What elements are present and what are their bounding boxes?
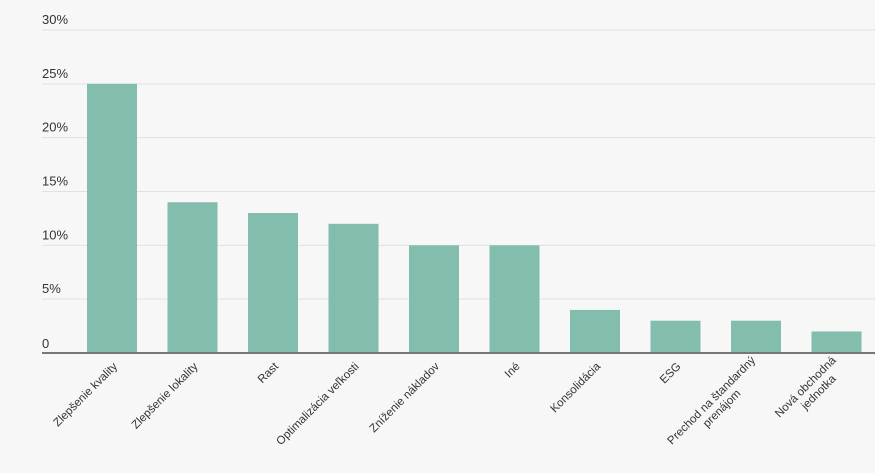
x-tick-label: Konsolidácia	[549, 360, 604, 415]
bar	[409, 245, 459, 353]
x-axis-ticks: Zlepšenie kvality Zlepšenie lokality RastO…	[52, 354, 848, 448]
x-tick-label-line: ESG	[658, 361, 684, 387]
bar	[489, 245, 540, 353]
y-tick-label: 0	[42, 336, 49, 351]
bar	[811, 331, 862, 353]
x-tick-label: Zlepšenie lokality	[130, 360, 201, 431]
bars	[87, 83, 862, 353]
x-tick-label-line: Konsolidácia	[549, 360, 604, 415]
bar	[731, 320, 781, 353]
x-tick-label-line: Iné	[503, 361, 523, 381]
y-tick-label: 10%	[42, 227, 68, 242]
x-tick-label: Rast	[256, 360, 282, 386]
bar	[248, 213, 298, 353]
x-tick-label: ESG	[658, 361, 684, 387]
x-tick-label: Iné	[503, 361, 523, 381]
y-tick-label: 5%	[42, 281, 61, 296]
y-tick-label: 20%	[42, 120, 68, 135]
x-tick-label-line: Zlepšenie lokality	[130, 360, 201, 431]
bar	[328, 223, 379, 353]
y-tick-label: 15%	[42, 174, 68, 189]
y-tick-label: 25%	[42, 66, 68, 81]
bar	[570, 309, 620, 353]
x-tick-label-line: Rast	[256, 360, 282, 386]
x-tick-label: Optimalizácia veľkosti	[274, 361, 361, 448]
x-tick-label-line: Zlepšenie kvality	[52, 360, 121, 429]
y-axis-ticks: 0 5% 10% 15% 20% 25% 30%	[42, 12, 68, 351]
bar	[167, 202, 218, 353]
x-tick-label: Zníženie nákladov	[368, 360, 443, 435]
bar	[650, 320, 701, 353]
x-tick-label-line: Optimalizácia veľkosti	[274, 361, 361, 448]
bar	[87, 83, 137, 353]
x-tick-label-line: Zníženie nákladov	[368, 360, 443, 435]
x-tick-label: Zlepšenie kvality	[52, 360, 121, 429]
y-tick-label: 30%	[42, 12, 68, 27]
x-tick-label: Nová obchodnájednotka	[773, 354, 848, 429]
